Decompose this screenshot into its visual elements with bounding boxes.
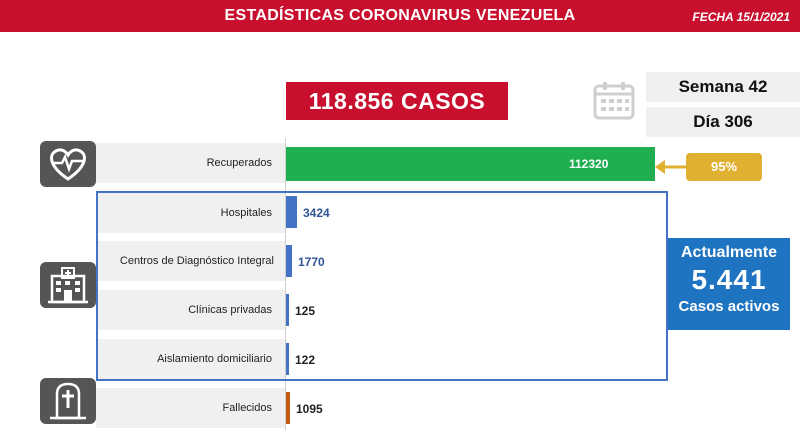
active-cases-subcaption: Casos activos	[678, 298, 780, 315]
value-label-recuperados: 112320	[569, 157, 609, 171]
category-label-clinicas: Clínicas privadas	[96, 290, 286, 330]
bar-hospitales	[286, 196, 297, 228]
value-label-hospitales: 3424	[303, 206, 330, 220]
category-label-recuperados: Recuperados	[96, 143, 286, 183]
tombstone-icon	[40, 378, 96, 424]
heart-pulse-icon	[40, 141, 96, 187]
bar-fallecidos	[286, 392, 290, 424]
hospital-building-icon	[40, 262, 96, 308]
recovered-percent-badge: 95%	[686, 153, 762, 181]
day-counter: Día 306	[646, 107, 800, 137]
bar-cdi	[286, 245, 292, 277]
arrow-left-icon	[655, 160, 689, 174]
category-label-fallecidos: Fallecidos	[96, 388, 286, 428]
value-label-fallecidos: 1095	[296, 402, 323, 416]
value-label-aislamiento: 122	[295, 353, 316, 367]
header-bar: ESTADÍSTICAS CORONAVIRUS VENEZUELA FECHA…	[0, 0, 800, 32]
week-counter: Semana 42	[646, 72, 800, 102]
active-cases-caption: Actualmente	[680, 244, 778, 261]
category-label-hospitales: Hospitales	[96, 193, 286, 233]
page-title: ESTADÍSTICAS CORONAVIRUS VENEZUELA	[224, 7, 576, 24]
category-axis	[285, 138, 286, 430]
category-label-aislamiento: Aislamiento domiciliario	[96, 339, 286, 379]
active-cases-box: Actualmente 5.441 Casos activos	[668, 238, 790, 330]
bar-aislamiento	[286, 343, 289, 375]
value-label-cdi: 1770	[298, 255, 325, 269]
active-cases-value: 5.441	[691, 264, 767, 295]
calendar-icon	[593, 82, 635, 120]
category-label-cdi: Centros de Diagnóstico Integral	[96, 241, 286, 281]
total-cases-badge: 118.856 CASOS	[286, 82, 508, 120]
bar-recuperados	[286, 147, 655, 181]
report-date: FECHA 15/1/2021	[692, 10, 790, 24]
value-label-clinicas: 125	[295, 304, 316, 318]
bar-clinicas	[286, 294, 289, 326]
active-cases-group-frame	[96, 191, 668, 381]
